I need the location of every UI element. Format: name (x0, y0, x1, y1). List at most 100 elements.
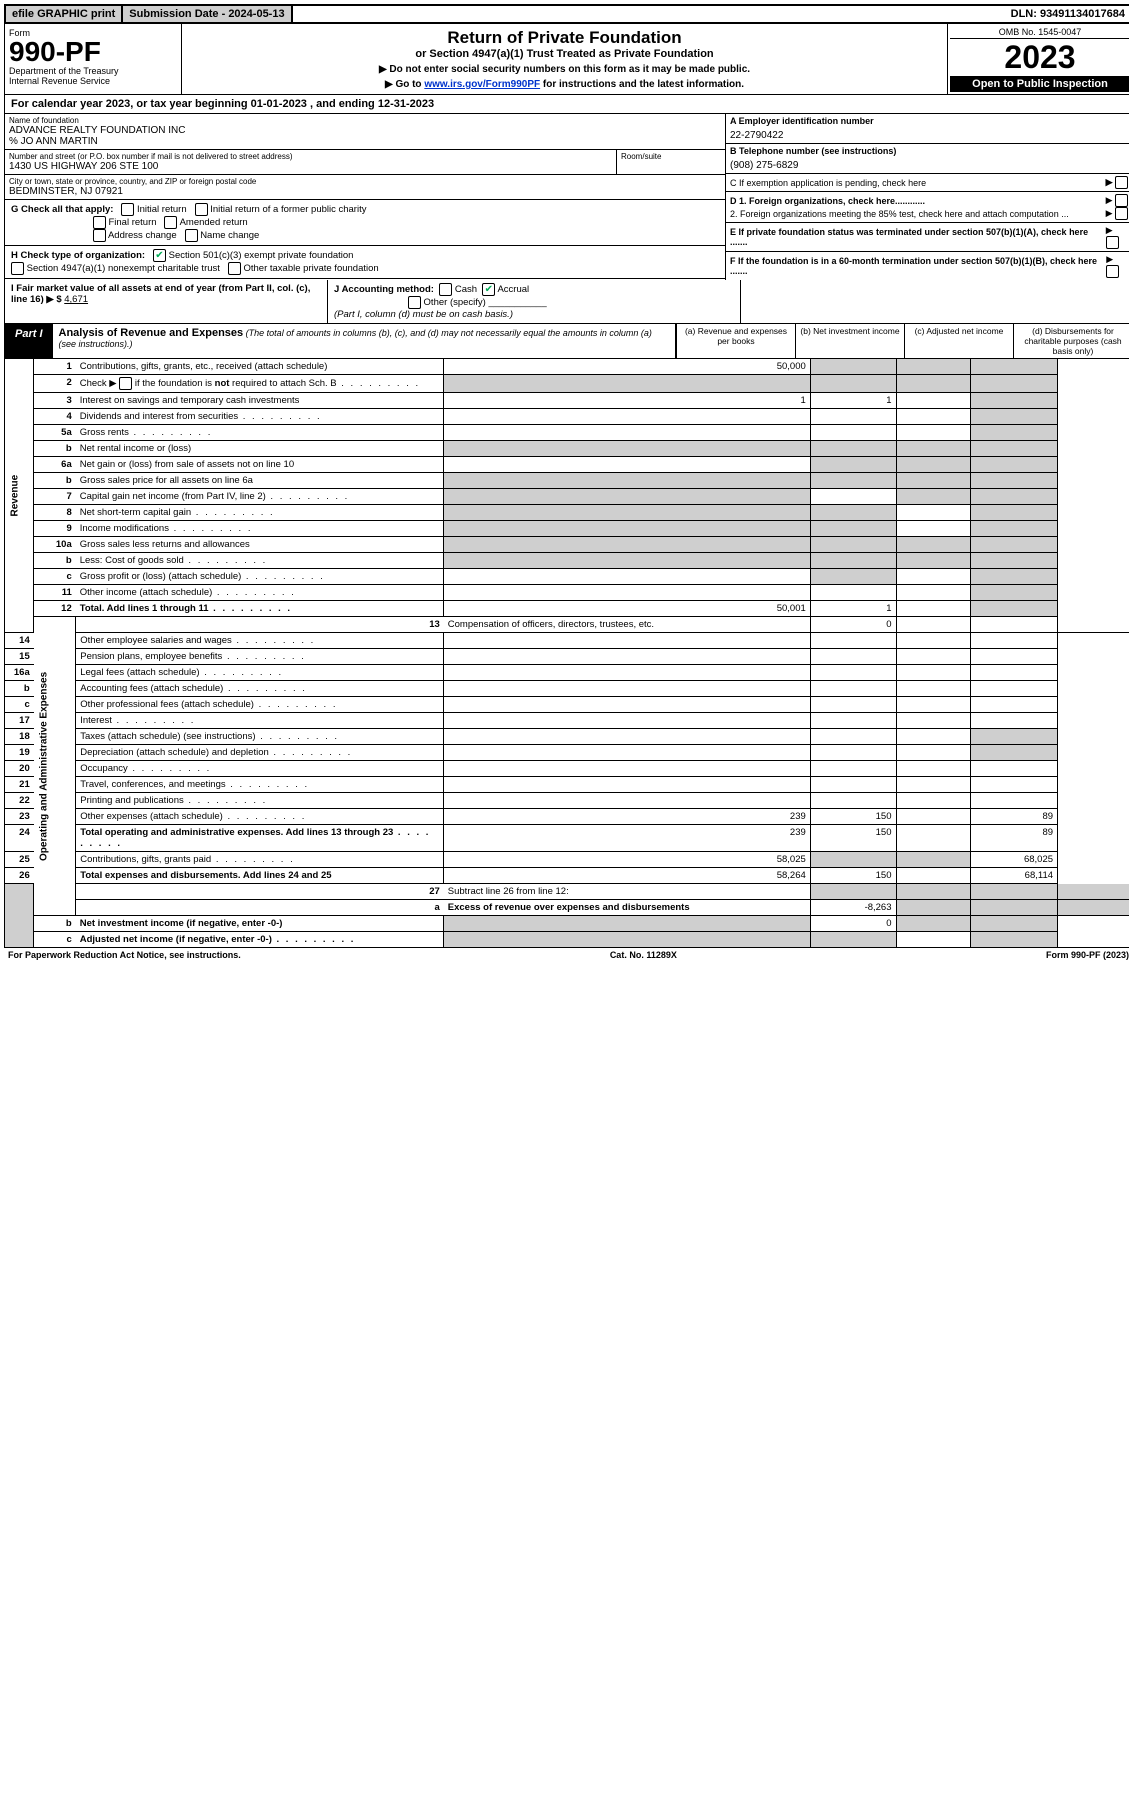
table-row: 20 Occupancy (5, 761, 1129, 777)
sch-b-checkbox[interactable] (119, 377, 132, 390)
table-row: 25Contributions, gifts, grants paid58,02… (5, 852, 1129, 868)
fmv-value: 4,671 (64, 294, 88, 305)
tax-year: 2023 (950, 39, 1129, 76)
section-i: I Fair market value of all assets at end… (5, 280, 328, 323)
col-a-header: (a) Revenue and expenses per books (676, 324, 795, 358)
line-num: 20 (5, 761, 34, 777)
dln-label: DLN: 93491134017684 (1005, 6, 1129, 22)
page-footer: For Paperwork Reduction Act Notice, see … (4, 948, 1129, 962)
form-title: Return of Private Foundation (190, 28, 939, 48)
section-h: H Check type of organization: Section 50… (5, 246, 725, 279)
section-g: G Check all that apply: Initial return I… (5, 200, 725, 246)
table-row: bGross sales price for all assets on lin… (5, 473, 1129, 489)
goto-post: for instructions and the latest informat… (540, 79, 744, 90)
line-num: 12 (34, 601, 76, 617)
cell-val: 50,001 (444, 601, 810, 617)
j-note: (Part I, column (d) must be on cash basi… (334, 309, 513, 320)
line-desc: Depreciation (attach schedule) and deple… (76, 745, 444, 761)
table-row: 7Capital gain net income (from Part IV, … (5, 489, 1129, 505)
cash-checkbox[interactable] (439, 283, 452, 296)
line-desc: Total operating and administrative expen… (76, 825, 444, 852)
city-cell: City or town, state or province, country… (5, 175, 725, 200)
g-o5: Amended return (180, 217, 248, 228)
f-checkbox[interactable] (1106, 265, 1119, 278)
form-header: Form 990-PF Department of the Treasury I… (4, 24, 1129, 95)
irs-link[interactable]: www.irs.gov/Form990PF (424, 79, 540, 90)
cell-val: 239 (444, 825, 810, 852)
col-d-header: (d) Disbursements for charitable purpose… (1013, 324, 1129, 358)
accrual-checkbox[interactable] (482, 283, 495, 296)
d2-checkbox[interactable] (1115, 207, 1128, 220)
cell-val: 1 (810, 393, 896, 409)
form-ref: Form 990-PF (2023) (1046, 950, 1129, 960)
501c3-checkbox[interactable] (153, 249, 166, 262)
line-desc: Accounting fees (attach schedule) (76, 681, 444, 697)
table-row: 18Taxes (attach schedule) (see instructi… (5, 729, 1129, 745)
h-o3: Other taxable private foundation (243, 263, 378, 274)
line-num: 8 (34, 505, 76, 521)
d1-checkbox[interactable] (1115, 194, 1128, 207)
line-num: 21 (5, 777, 34, 793)
section-j: J Accounting method: Cash Accrual Other … (328, 280, 741, 323)
table-row: 23Other expenses (attach schedule)239150… (5, 809, 1129, 825)
e-cell: E If private foundation status was termi… (726, 223, 1129, 252)
part-1-header: Part I Analysis of Revenue and Expenses … (4, 324, 1129, 359)
col-b-header: (b) Net investment income (795, 324, 904, 358)
column-headers: (a) Revenue and expenses per books (b) N… (675, 324, 1129, 358)
line-desc: Gross sales less returns and allowances (76, 537, 444, 553)
h-label: H Check type of organization: (11, 250, 145, 261)
g-o2: Final return (108, 217, 156, 228)
line-desc: Taxes (attach schedule) (see instruction… (76, 729, 444, 745)
final-return-checkbox[interactable] (93, 216, 106, 229)
submission-date: Submission Date - 2024-05-13 (123, 6, 292, 22)
table-row: 8Net short-term capital gain (5, 505, 1129, 521)
line-num: 6a (34, 457, 76, 473)
form-subtitle: or Section 4947(a)(1) Trust Treated as P… (190, 48, 939, 60)
g-o6: Name change (200, 230, 259, 241)
year-end: 12-31-2023 (378, 98, 434, 110)
city-label: City or town, state or province, country… (9, 177, 721, 186)
d2-label: 2. Foreign organizations meeting the 85%… (730, 209, 1069, 219)
initial-former-checkbox[interactable] (195, 203, 208, 216)
name-change-checkbox[interactable] (185, 229, 198, 242)
cell-val: 68,114 (971, 868, 1058, 884)
cell-val: 150 (810, 809, 896, 825)
amended-return-checkbox[interactable] (164, 216, 177, 229)
room-cell: Room/suite (617, 150, 725, 175)
title-box: Return of Private Foundation or Section … (182, 24, 947, 94)
street-address: 1430 US HIGHWAY 206 STE 100 (9, 161, 612, 172)
f-cell: F If the foundation is in a 60-month ter… (726, 252, 1129, 280)
h-o2: Section 4947(a)(1) nonexempt charitable … (27, 263, 220, 274)
line-num: 16a (5, 665, 34, 681)
table-row: cGross profit or (loss) (attach schedule… (5, 569, 1129, 585)
e-checkbox[interactable] (1106, 236, 1119, 249)
j-cash: Cash (455, 284, 477, 295)
line-desc: Occupancy (76, 761, 444, 777)
line-num: 23 (5, 809, 34, 825)
address-change-checkbox[interactable] (93, 229, 106, 242)
g-label: G Check all that apply: (11, 204, 113, 215)
table-row: bLess: Cost of goods sold (5, 553, 1129, 569)
c-checkbox[interactable] (1115, 176, 1128, 189)
other-taxable-checkbox[interactable] (228, 262, 241, 275)
catalog-number: Cat. No. 11289X (610, 950, 677, 960)
line-num: 26 (5, 868, 34, 884)
table-row: 26Total expenses and disbursements. Add … (5, 868, 1129, 884)
efile-print-button[interactable]: efile GRAPHIC print (6, 6, 123, 22)
line-num: 25 (5, 852, 34, 868)
line-desc: Income modifications (76, 521, 444, 537)
initial-return-checkbox[interactable] (121, 203, 134, 216)
line-num: c (34, 569, 76, 585)
line-desc: Capital gain net income (from Part IV, l… (76, 489, 444, 505)
line-num: 3 (34, 393, 76, 409)
table-row: 15Pension plans, employee benefits (5, 649, 1129, 665)
h-o1: Section 501(c)(3) exempt private foundat… (169, 250, 354, 261)
4947-checkbox[interactable] (11, 262, 24, 275)
part-1-title: Analysis of Revenue and Expenses (59, 327, 244, 339)
other-method-checkbox[interactable] (408, 296, 421, 309)
j-accrual: Accrual (497, 284, 529, 295)
line-num: b (34, 441, 76, 457)
table-row: 5aGross rents (5, 425, 1129, 441)
e-label: E If private foundation status was termi… (730, 227, 1106, 247)
cell-val: 0 (810, 617, 896, 633)
